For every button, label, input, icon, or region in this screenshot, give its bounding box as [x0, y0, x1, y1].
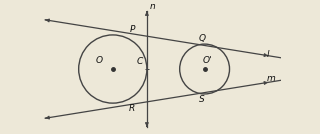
Text: m: m — [266, 74, 275, 83]
Text: O: O — [96, 56, 103, 65]
Text: R: R — [129, 104, 135, 113]
Text: Q: Q — [199, 34, 206, 43]
Text: n: n — [149, 2, 155, 11]
Text: O': O' — [203, 56, 212, 65]
Text: l: l — [266, 50, 269, 59]
Text: P: P — [130, 25, 135, 34]
Text: C: C — [137, 57, 143, 66]
Text: S: S — [199, 95, 204, 104]
